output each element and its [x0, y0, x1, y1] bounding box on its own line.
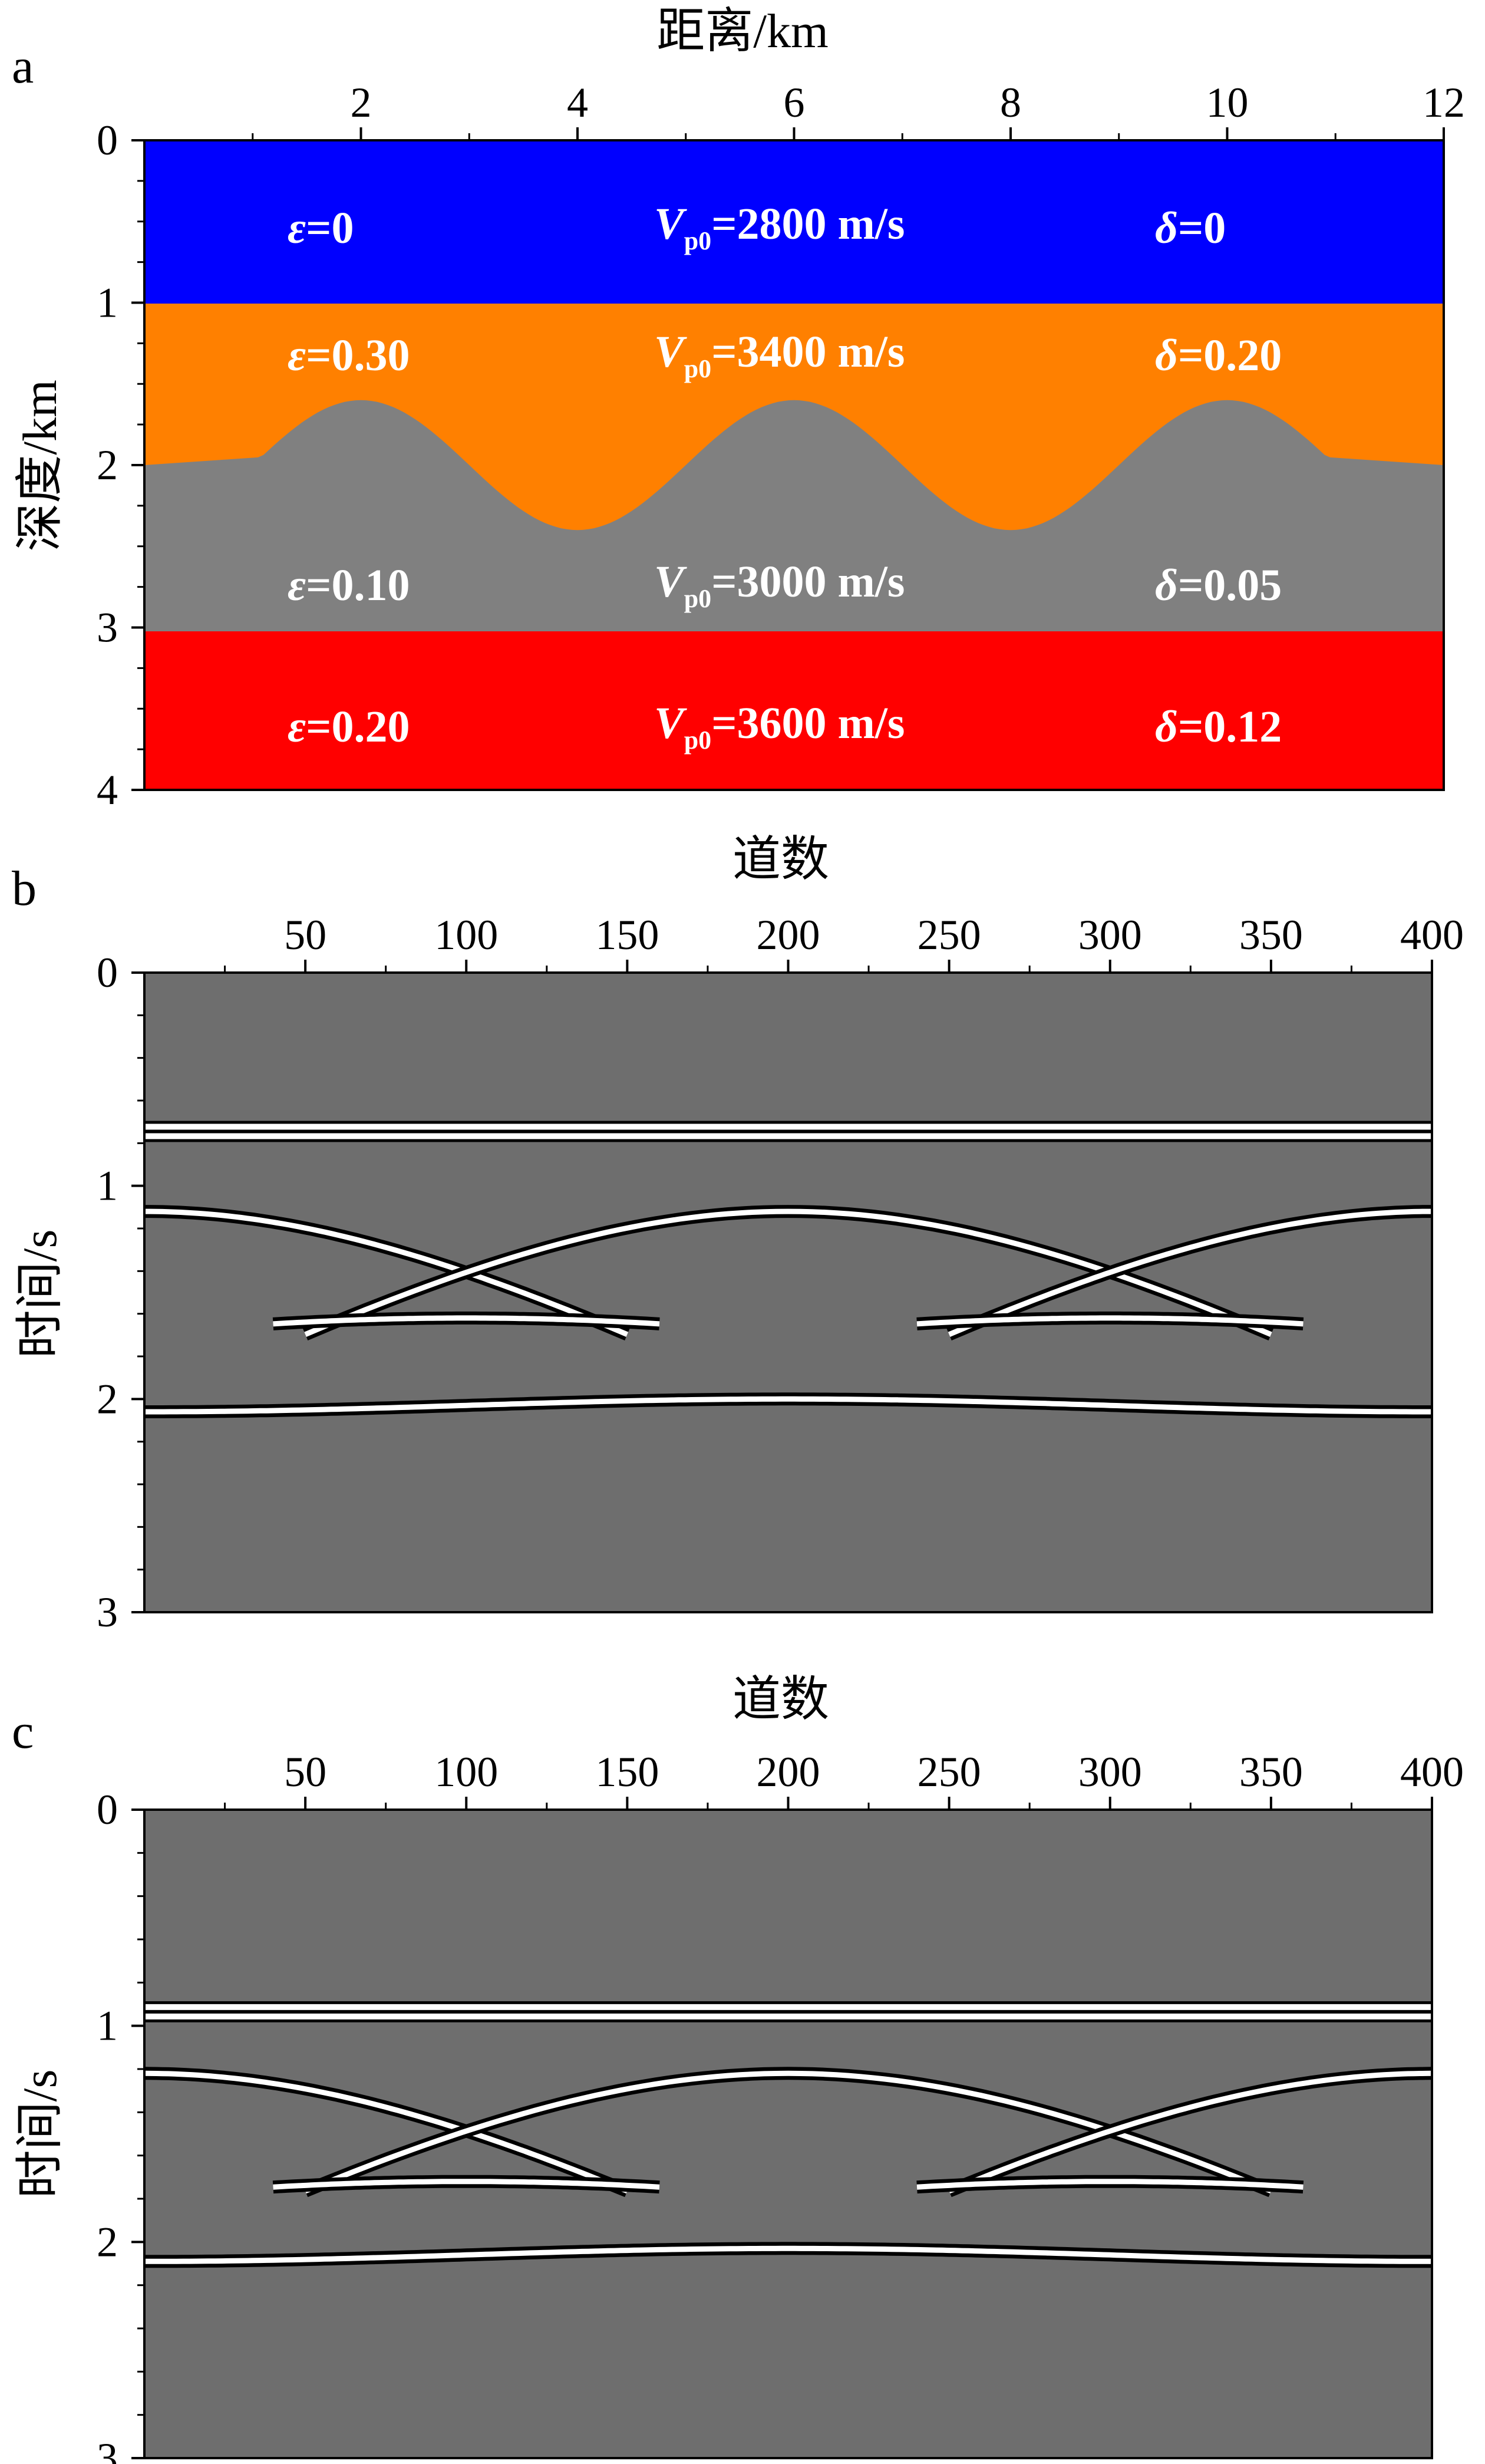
- layer-1-epsilon: ε=0: [288, 203, 354, 253]
- velocity-model: [144, 140, 1444, 790]
- panel-b-axes: 50 100 150 200 250 300 350 400 0 1 2 3: [97, 911, 1464, 1636]
- bottom-reflection-peak: [144, 1396, 1432, 1415]
- panel-xtick-label: 350: [1239, 1748, 1303, 1796]
- panel-xtick-label: 150: [595, 911, 659, 958]
- seismic-section-b: [144, 973, 1432, 1612]
- panel-c-xlabel: 道数: [732, 1672, 829, 1726]
- panel-a-ylabel: 深度/km: [13, 380, 67, 552]
- section-c-background: [144, 1810, 1432, 2458]
- crossing-event-peak: [948, 1208, 1432, 1337]
- panel-xtick-label: 200: [757, 911, 820, 958]
- layer-3: [144, 400, 1444, 636]
- panel-b: b 道数 时间/s 50 100 150 200 250 300 350 400 0 1 2 3: [12, 832, 1464, 1636]
- layer-3-vp: Vp0=3000 m/s: [654, 557, 905, 613]
- layer-2-delta: δ=0.20: [1155, 331, 1282, 380]
- panel-a-xtick-label: 12: [1423, 79, 1465, 126]
- layer-1-delta: δ=0: [1155, 203, 1226, 253]
- layer-4: [144, 631, 1444, 790]
- layer-4-labels: ε=0.20 Vp0=3600 m/s δ=0.12: [288, 699, 1282, 755]
- panel-xtick-label: 300: [1078, 911, 1142, 958]
- bottom-reflection-peak: [144, 2245, 1432, 2264]
- panel-ytick-label: 2: [97, 2218, 118, 2265]
- lower-arc-event-peak: [916, 2179, 1304, 2190]
- panel-ytick-label: 3: [97, 1589, 118, 1636]
- panel-a-ytick-label: 2: [97, 442, 118, 489]
- layer-3-delta: δ=0.05: [1155, 561, 1282, 610]
- panel-c-ylabel: 时间/s: [13, 2070, 67, 2199]
- panel-a-ytick-label: 0: [97, 117, 118, 164]
- layer-2-epsilon: ε=0.30: [288, 331, 410, 380]
- section-c-events: [144, 2001, 1432, 2268]
- panel-xtick-label: 350: [1239, 911, 1303, 958]
- panel-ytick-label: 0: [97, 1786, 118, 1833]
- panel-xtick-label: 400: [1400, 911, 1464, 958]
- crossing-event-peak: [144, 1208, 629, 1337]
- layer-2-vp: Vp0=3400 m/s: [654, 327, 905, 383]
- section-b-events: [144, 1121, 1432, 1418]
- layer-4-delta: δ=0.12: [1155, 702, 1282, 752]
- panel-a-xtick-label: 10: [1206, 79, 1249, 126]
- layer-3-labels: ε=0.10 Vp0=3000 m/s δ=0.05: [288, 557, 1282, 613]
- layer-3-epsilon: ε=0.10: [288, 561, 410, 610]
- layer-1-labels: ε=0 Vp0=2800 m/s δ=0: [288, 199, 1226, 255]
- panel-ytick-label: 3: [97, 2435, 118, 2464]
- panel-ytick-label: 1: [97, 1162, 118, 1210]
- lower-arc-event-peak: [273, 1315, 660, 1327]
- panel-xtick-label: 100: [434, 911, 498, 958]
- flat-reflection-line: [144, 1121, 1432, 1124]
- lower-arc-event-peak: [916, 1315, 1304, 1327]
- flat-reflection-line: [144, 2001, 1432, 2004]
- flat-reflection-line: [144, 2019, 1432, 2022]
- panel-xtick-label: 400: [1400, 1748, 1464, 1796]
- layer-1-vp: Vp0=2800 m/s: [654, 199, 905, 255]
- panel-ytick-label: 1: [97, 2002, 118, 2050]
- panel-xtick-label: 250: [918, 911, 981, 958]
- panel-a-xtick-label: 6: [784, 79, 805, 126]
- panel-a-xtick-label: 8: [1000, 79, 1021, 126]
- panel-ytick-label: 2: [97, 1375, 118, 1422]
- flat-reflection-line: [144, 2010, 1432, 2014]
- panel-a-xtick-label: 4: [567, 79, 588, 126]
- panel-b-xlabel: 道数: [732, 832, 829, 886]
- layer-2-labels: ε=0.30 Vp0=3400 m/s δ=0.20: [288, 327, 1282, 383]
- panel-c-letter: c: [12, 1704, 34, 1759]
- layer-1: [144, 140, 1444, 304]
- panel-b-ylabel: 时间/s: [13, 1230, 67, 1359]
- panel-c-axes: 50 100 150 200 250 300 350 400 0 1 2 3: [97, 1748, 1464, 2464]
- section-b-background: [144, 973, 1432, 1612]
- panel-a-xtick-label: 2: [351, 79, 372, 126]
- crossing-event-peak: [948, 2070, 1432, 2194]
- crossing-event-peak: [144, 2070, 629, 2194]
- panel-xtick-label: 50: [284, 1748, 326, 1796]
- panel-a-xlabel: 距离/km: [656, 4, 829, 58]
- panel-ytick-label: 0: [97, 949, 118, 996]
- seismic-section-c: [144, 1810, 1432, 2458]
- layer-4-vp: Vp0=3600 m/s: [654, 699, 905, 755]
- panel-a-ytick-label: 1: [97, 279, 118, 327]
- panel-c: c 道数 时间/s 50 100 150 200 250 300 350 400 0 1 2 3: [12, 1672, 1464, 2464]
- panel-xtick-label: 100: [434, 1748, 498, 1796]
- panel-xtick-label: 150: [595, 1748, 659, 1796]
- panel-a-letter: a: [12, 39, 34, 94]
- panel-a-ytick-label: 3: [97, 604, 118, 651]
- panel-b-letter: b: [12, 861, 37, 916]
- panel-a-ytick-label: 4: [97, 766, 118, 813]
- flat-reflection-line: [144, 1139, 1432, 1142]
- panel-xtick-label: 200: [757, 1748, 820, 1796]
- panel-xtick-label: 300: [1078, 1748, 1142, 1796]
- layer-4-epsilon: ε=0.20: [288, 702, 410, 752]
- lower-arc-event-peak: [273, 2179, 660, 2190]
- panel-xtick-label: 50: [284, 911, 326, 958]
- flat-reflection-line: [144, 1129, 1432, 1134]
- panel-xtick-label: 250: [918, 1748, 981, 1796]
